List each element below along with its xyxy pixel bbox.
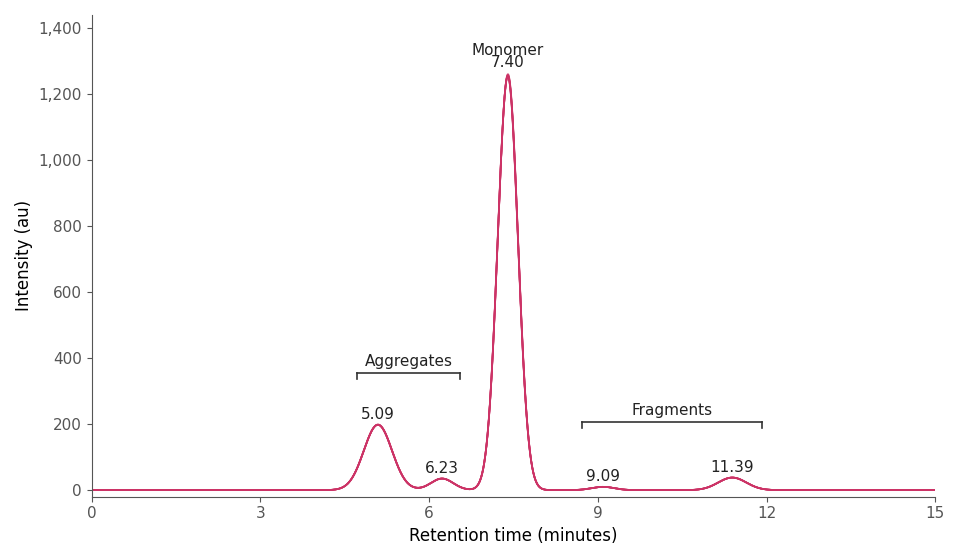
- Text: 9.09: 9.09: [586, 469, 620, 484]
- Text: Aggregates: Aggregates: [365, 354, 452, 368]
- X-axis label: Retention time (minutes): Retention time (minutes): [409, 527, 618, 545]
- Y-axis label: Intensity (au): Intensity (au): [15, 200, 33, 311]
- Text: 6.23: 6.23: [425, 461, 459, 475]
- Text: 7.40: 7.40: [491, 55, 525, 71]
- Text: 11.39: 11.39: [710, 460, 755, 475]
- Text: Fragments: Fragments: [632, 403, 712, 418]
- Text: Monomer: Monomer: [471, 43, 544, 58]
- Text: 5.09: 5.09: [361, 407, 395, 422]
